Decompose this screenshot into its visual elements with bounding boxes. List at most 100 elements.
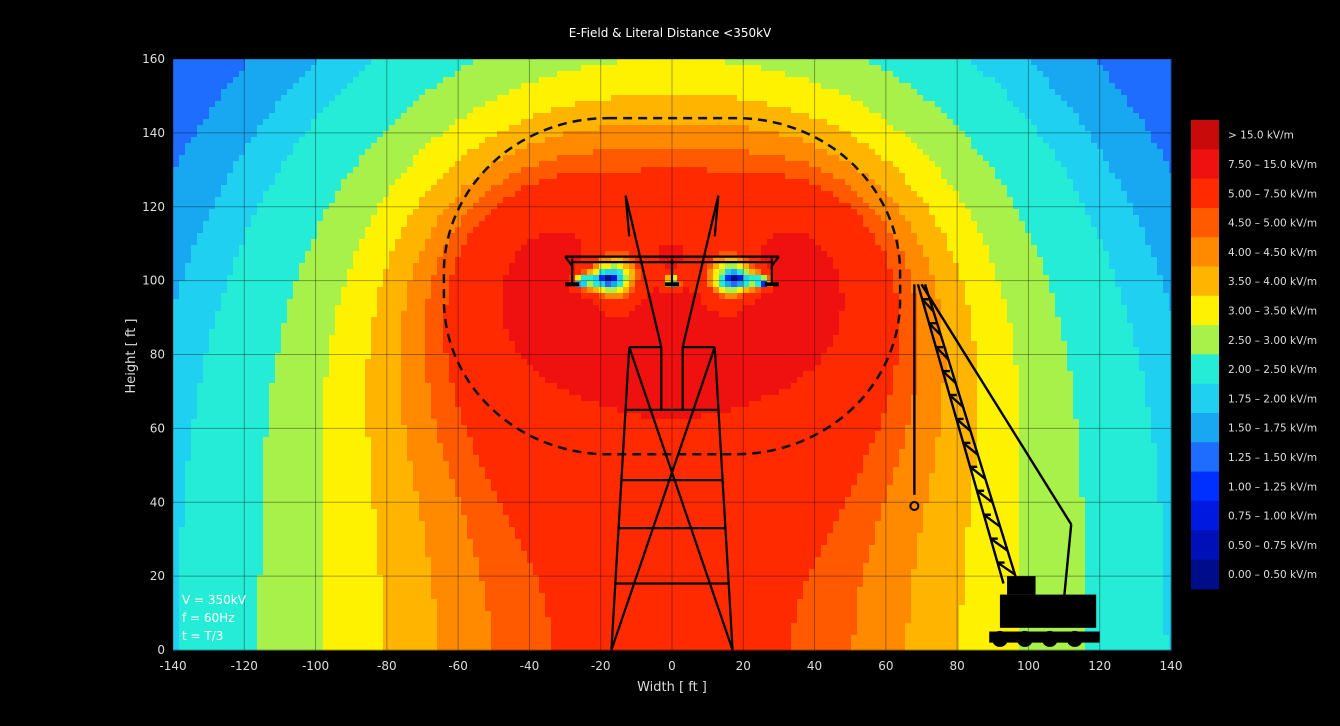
- heatmap-cell: [431, 113, 438, 120]
- heatmap-cell: [263, 233, 270, 240]
- heatmap-cell: [275, 131, 282, 138]
- heatmap-cell: [365, 251, 372, 258]
- heatmap-cell: [269, 107, 276, 114]
- heatmap-cell: [455, 563, 462, 570]
- heatmap-cell: [455, 167, 462, 174]
- heatmap-cell: [335, 125, 342, 132]
- heatmap-cell: [287, 83, 294, 90]
- heatmap-cell: [443, 365, 450, 372]
- heatmap-cell: [197, 587, 204, 594]
- heatmap-cell: [227, 605, 234, 612]
- heatmap-cell: [293, 575, 300, 582]
- heatmap-cell: [443, 167, 450, 174]
- heatmap-cell: [263, 143, 270, 150]
- heatmap-cell: [311, 251, 318, 258]
- heatmap-cell: [293, 497, 300, 504]
- heatmap-cell: [221, 227, 228, 234]
- heatmap-cell: [305, 293, 312, 300]
- heatmap-cell: [233, 449, 240, 456]
- heatmap-cell: [461, 557, 468, 564]
- heatmap-cell: [431, 191, 438, 198]
- heatmap-cell: [443, 131, 450, 138]
- heatmap-cell: [347, 125, 354, 132]
- heatmap-cell: [425, 359, 432, 366]
- heatmap-cell: [209, 461, 216, 468]
- heatmap-cell: [185, 389, 192, 396]
- heatmap-cell: [293, 545, 300, 552]
- heatmap-cell: [299, 149, 306, 156]
- heatmap-cell: [209, 395, 216, 402]
- heatmap-cell: [329, 329, 336, 336]
- heatmap-cell: [245, 407, 252, 414]
- heatmap-cell: [371, 299, 378, 306]
- heatmap-cell: [371, 347, 378, 354]
- heatmap-cell: [173, 227, 180, 234]
- heatmap-cell: [371, 455, 378, 462]
- heatmap-cell: [203, 203, 210, 210]
- heatmap-cell: [233, 299, 240, 306]
- heatmap-cell: [371, 557, 378, 564]
- heatmap-cell: [269, 257, 276, 264]
- heatmap-cell: [257, 539, 264, 546]
- heatmap-cell: [263, 167, 270, 174]
- heatmap-cell: [365, 209, 372, 216]
- heatmap-cell: [461, 413, 468, 420]
- heatmap-cell: [173, 575, 180, 582]
- heatmap-cell: [461, 131, 468, 138]
- heatmap-cell: [221, 113, 228, 120]
- heatmap-cell: [461, 635, 468, 642]
- heatmap-cell: [233, 209, 240, 216]
- heatmap-cell: [347, 605, 354, 612]
- heatmap-cell: [389, 125, 396, 132]
- heatmap-cell: [365, 545, 372, 552]
- heatmap-cell: [359, 593, 366, 600]
- heatmap-cell: [323, 101, 330, 108]
- heatmap-cell: [449, 203, 456, 210]
- heatmap-cell: [179, 161, 186, 168]
- heatmap-cell: [281, 239, 288, 246]
- heatmap-cell: [359, 323, 366, 330]
- heatmap-cell: [299, 431, 306, 438]
- heatmap-cell: [245, 377, 252, 384]
- heatmap-cell: [377, 125, 384, 132]
- heatmap-cell: [437, 173, 444, 180]
- heatmap-cell: [371, 527, 378, 534]
- heatmap-cell: [317, 641, 324, 648]
- heatmap-cell: [437, 167, 444, 174]
- heatmap-cell: [335, 269, 342, 276]
- heatmap-cell: [305, 365, 312, 372]
- heatmap-cell: [185, 437, 192, 444]
- heatmap-cell: [293, 323, 300, 330]
- heatmap-cell: [401, 281, 408, 288]
- heatmap-cell: [449, 611, 456, 618]
- heatmap-cell: [461, 257, 468, 264]
- heatmap-cell: [329, 503, 336, 510]
- heatmap-cell: [407, 341, 414, 348]
- heatmap-cell: [239, 95, 246, 102]
- heatmap-cell: [275, 113, 282, 120]
- heatmap-cell: [245, 581, 252, 588]
- heatmap-cell: [347, 185, 354, 192]
- heatmap-cell: [419, 353, 426, 360]
- heatmap-cell: [449, 545, 456, 552]
- heatmap-cell: [431, 533, 438, 540]
- heatmap-cell: [239, 509, 246, 516]
- heatmap-cell: [353, 563, 360, 570]
- heatmap-cell: [389, 497, 396, 504]
- heatmap-cell: [245, 239, 252, 246]
- heatmap-cell: [317, 191, 324, 198]
- heatmap-cell: [407, 293, 414, 300]
- heatmap-cell: [257, 287, 264, 294]
- heatmap-cell: [281, 461, 288, 468]
- heatmap-cell: [227, 425, 234, 432]
- heatmap-cell: [377, 347, 384, 354]
- heatmap-cell: [347, 161, 354, 168]
- heatmap-cell: [401, 239, 408, 246]
- heatmap-cell: [353, 131, 360, 138]
- heatmap-cell: [215, 581, 222, 588]
- heatmap-cell: [365, 593, 372, 600]
- heatmap-cell: [407, 107, 414, 114]
- heatmap-cell: [257, 647, 264, 651]
- heatmap-cell: [383, 305, 390, 312]
- heatmap-cell: [311, 305, 318, 312]
